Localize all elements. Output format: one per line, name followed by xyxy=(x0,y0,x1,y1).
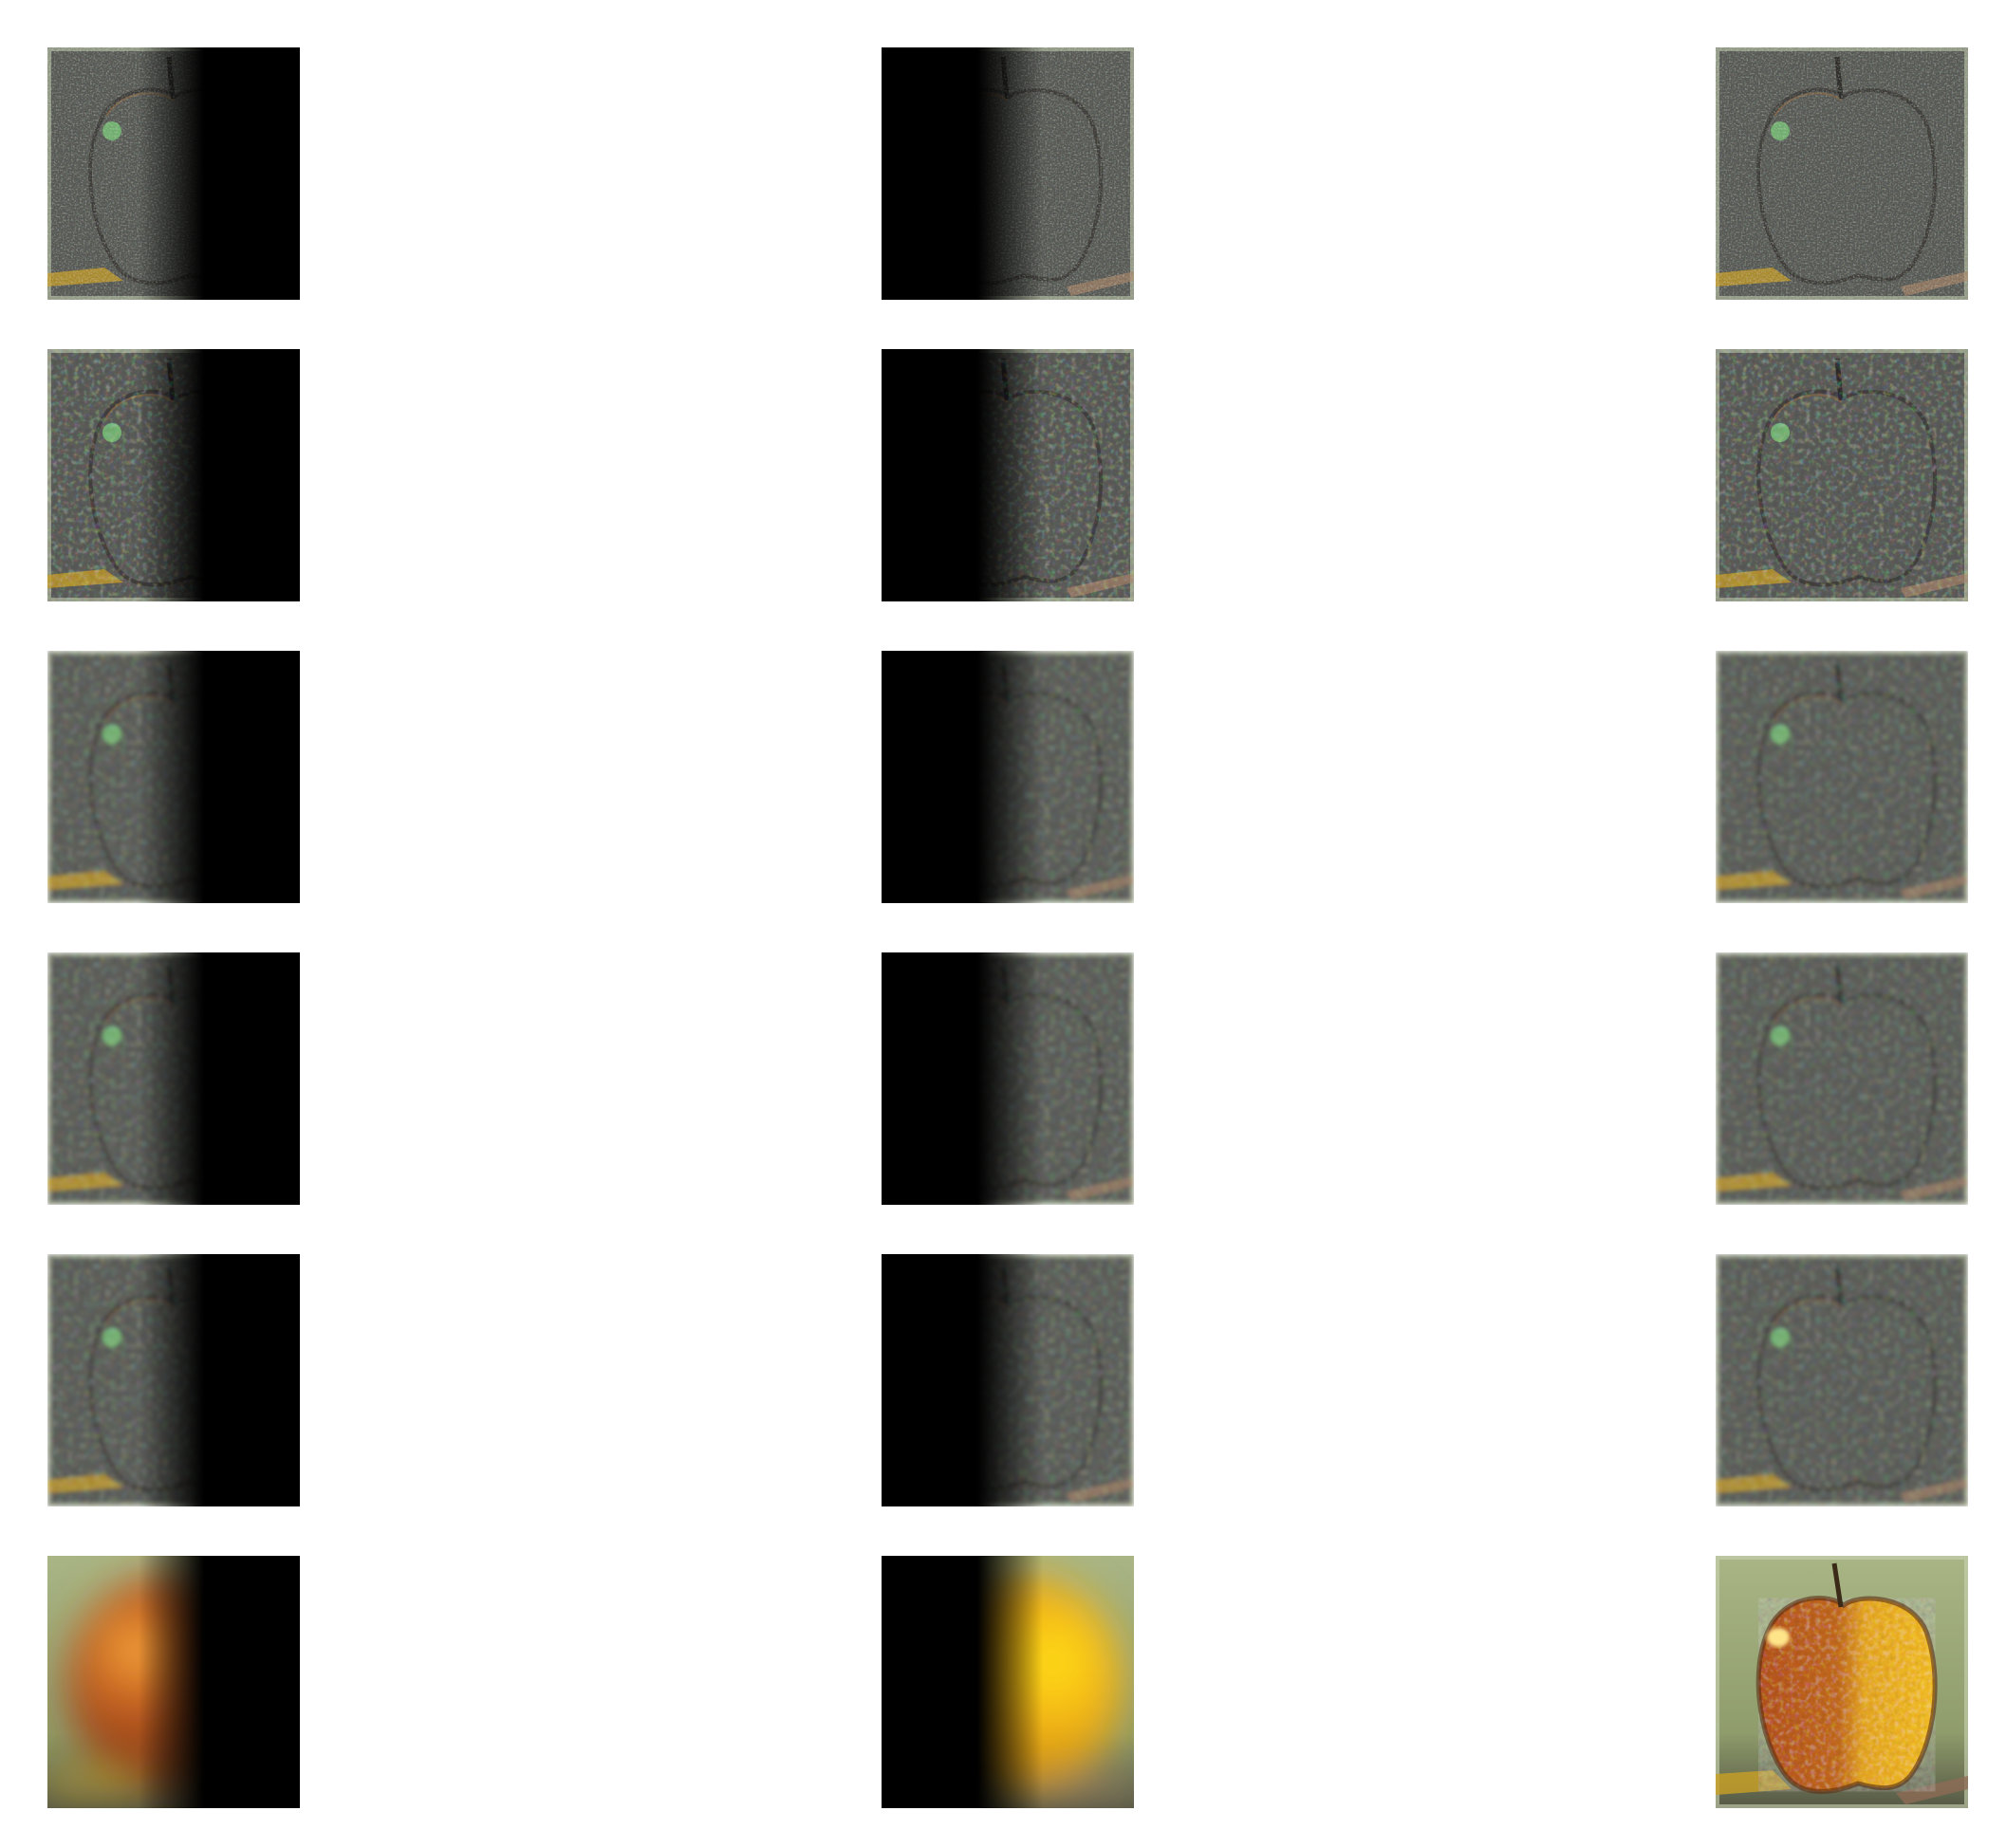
orange-level-0-panel xyxy=(882,47,1134,300)
apple-level-4-panel xyxy=(47,1254,300,1506)
apple-level-1-panel xyxy=(47,349,300,601)
blend-level-3-panel xyxy=(1716,952,1968,1205)
apple-level-0-panel xyxy=(47,47,300,300)
blend-level-1-panel xyxy=(1716,349,1968,601)
blend-level-2-panel xyxy=(1716,651,1968,903)
orange-level-1-panel xyxy=(882,349,1134,601)
apple-level-3-panel xyxy=(47,952,300,1205)
blend-level-4-panel xyxy=(1716,1254,1968,1506)
blended-result-panel xyxy=(1716,1556,1968,1808)
blend-level-0-panel xyxy=(1716,47,1968,300)
orange-level-2-panel xyxy=(882,651,1134,903)
orange-level-4-panel xyxy=(882,1254,1134,1506)
apple-lowpass-panel xyxy=(47,1556,300,1808)
orange-level-3-panel xyxy=(882,952,1134,1205)
apple-level-2-panel xyxy=(47,651,300,903)
orange-lowpass-panel xyxy=(882,1556,1134,1808)
